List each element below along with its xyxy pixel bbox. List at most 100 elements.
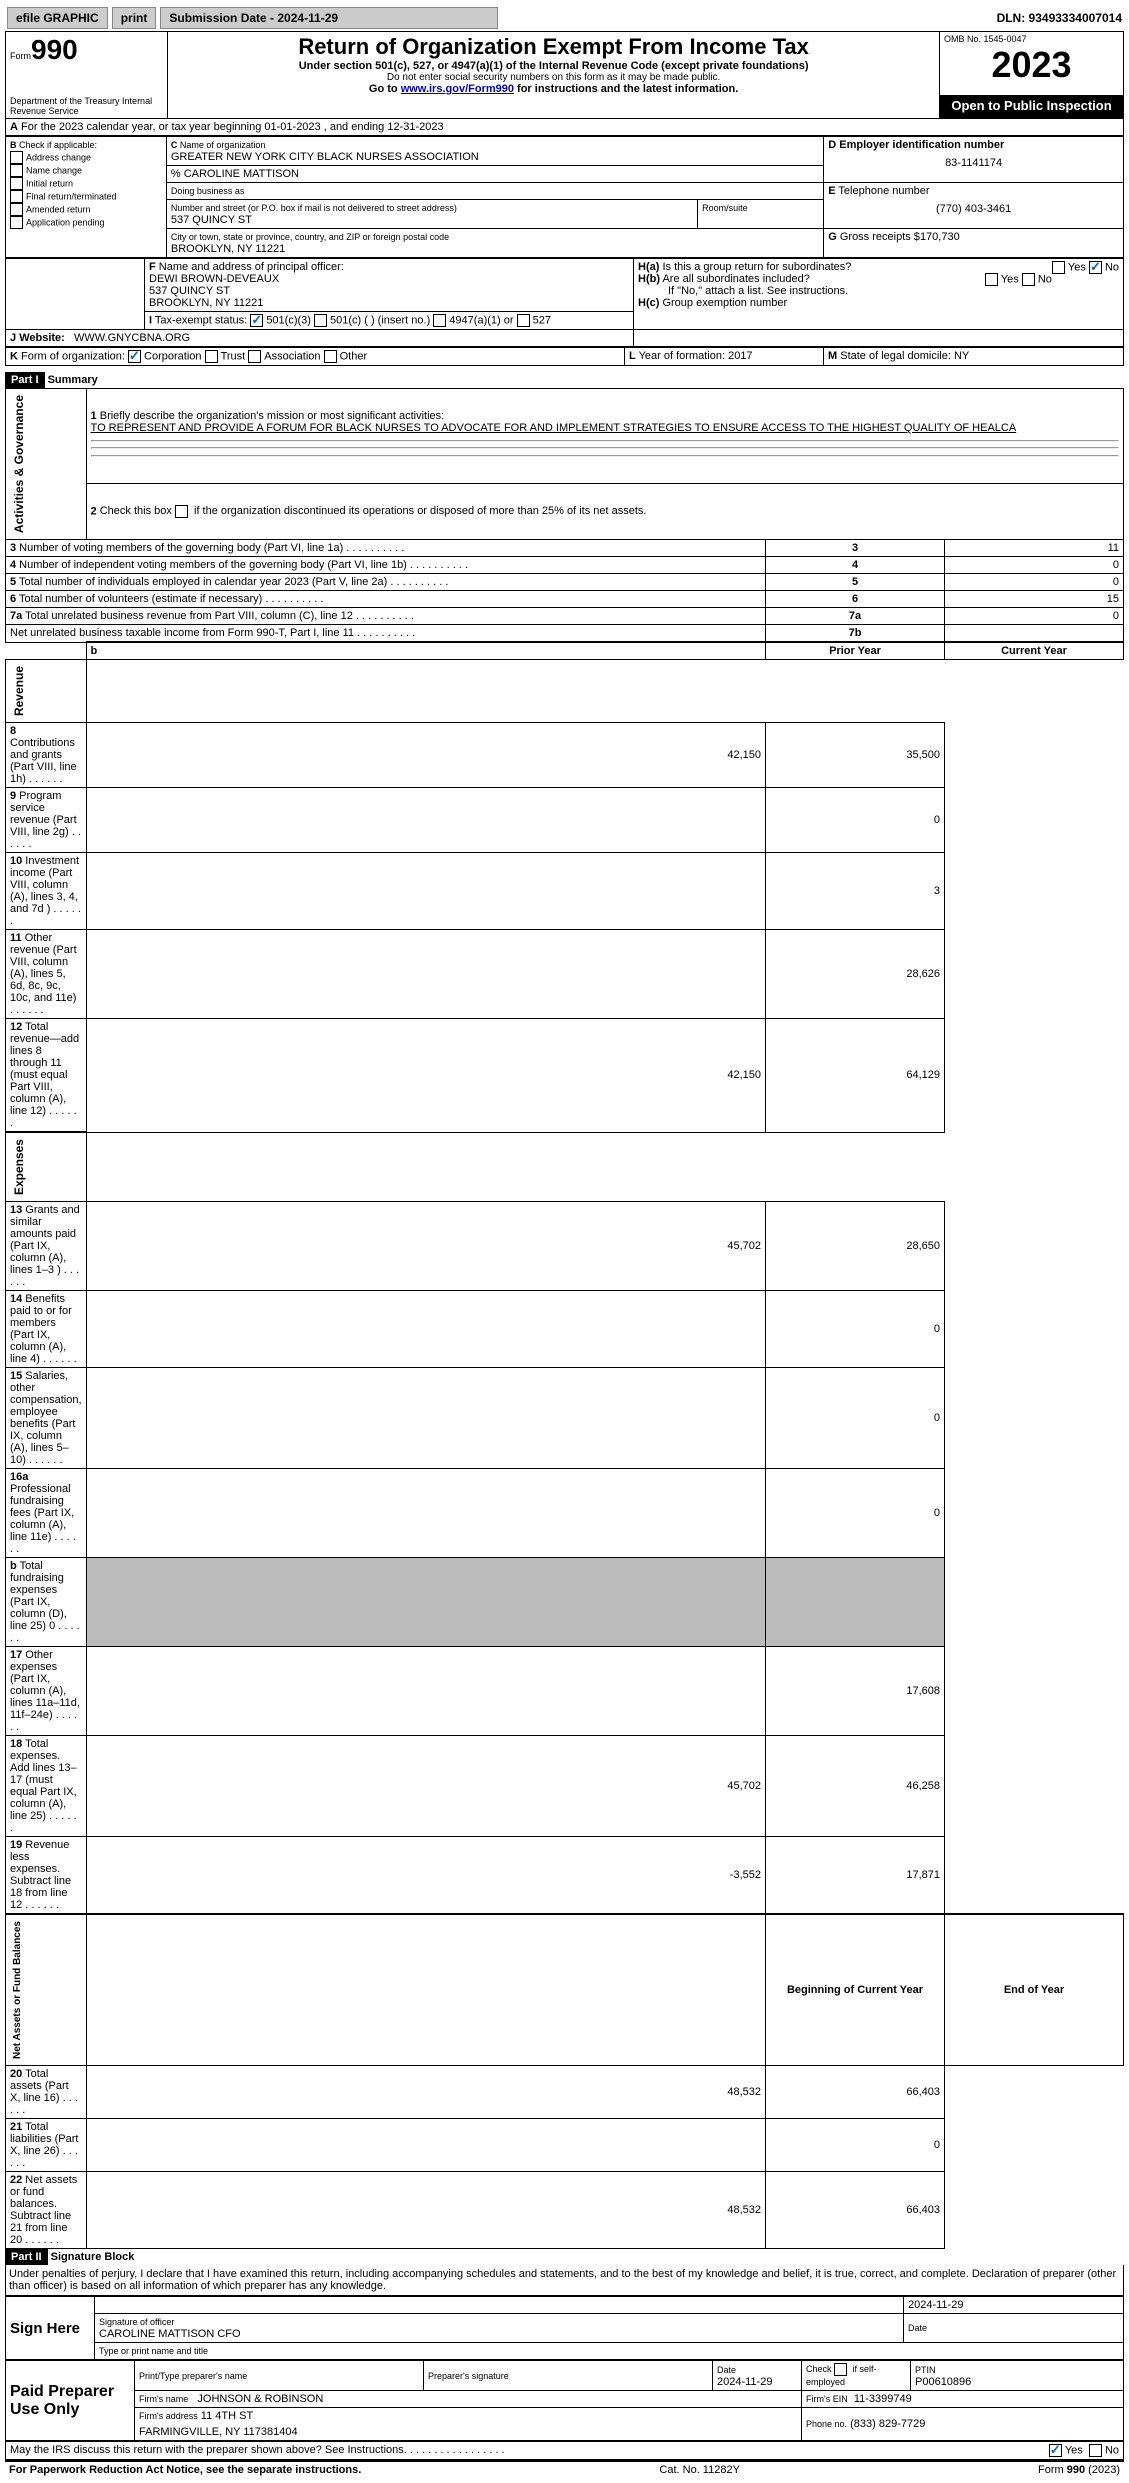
section-f-h: F Name and address of principal officer:… xyxy=(5,258,1124,347)
firm-addr2: FARMINGVILLE, NY 117381404 xyxy=(139,2426,298,2438)
col-beg: Beginning of Current Year xyxy=(766,1914,945,2066)
cb-trust[interactable] xyxy=(205,350,218,363)
sign-date: 2024-11-29 xyxy=(904,2297,1124,2314)
cb-ha-yes[interactable] xyxy=(1052,261,1065,274)
section-b-g: B Check if applicable: Address change Na… xyxy=(5,136,1124,258)
side-ag: Activities & Governance xyxy=(10,391,28,537)
form-footer: Form 990 (2023) xyxy=(1038,2464,1120,2476)
header-table: Form990 Department of the Treasury Inter… xyxy=(5,31,1124,119)
header-sub2: Do not enter social security numbers on … xyxy=(172,72,935,83)
pra-notice: For Paperwork Reduction Act Notice, see … xyxy=(9,2464,361,2476)
cb-ha-no[interactable] xyxy=(1089,261,1102,274)
cb-501c[interactable] xyxy=(314,314,327,327)
side-exp: Expenses xyxy=(10,1135,28,1199)
year-formation: 2017 xyxy=(728,350,752,362)
side-rev: Revenue xyxy=(10,662,28,720)
cb-final-return[interactable] xyxy=(10,190,23,203)
cb-discuss-no[interactable] xyxy=(1089,2444,1102,2457)
print-button[interactable]: print xyxy=(112,7,157,29)
part2-header: Part II xyxy=(5,2249,48,2265)
j-label: Website: xyxy=(19,332,65,344)
omb: OMB No. 1545-0047 xyxy=(944,34,1119,44)
cb-4947[interactable] xyxy=(433,314,446,327)
ha-label: Is this a group return for subordinates? xyxy=(662,261,851,273)
g-label: Gross receipts $ xyxy=(840,231,920,243)
state-domicile: NY xyxy=(954,350,969,362)
cb-hb-yes[interactable] xyxy=(985,273,998,286)
section-k-m: K Form of organization: Corporation Trus… xyxy=(5,347,1124,366)
efile-label: efile GRAPHIC xyxy=(7,7,108,29)
firm-name: JOHNSON & ROBINSON xyxy=(197,2393,323,2405)
i-label: Tax-exempt status: xyxy=(155,314,247,326)
ein-label: Firm's EIN xyxy=(806,2394,848,2404)
hb-label: Are all subordinates included? xyxy=(662,273,809,285)
cb-association[interactable] xyxy=(248,350,261,363)
c-label: Name of organization xyxy=(180,140,266,150)
part1-header: Part I xyxy=(5,372,45,388)
cb-other[interactable] xyxy=(324,350,337,363)
part2-title: Signature Block xyxy=(51,2251,135,2263)
room-label: Room/suite xyxy=(702,203,748,213)
hc-label: Group exemption number xyxy=(662,297,787,309)
telephone: (770) 403-3461 xyxy=(828,197,1119,215)
irs-link[interactable]: www.irs.gov/Form990 xyxy=(401,83,514,95)
ptin: P00610896 xyxy=(915,2376,971,2388)
firm-ein: 11-3399749 xyxy=(854,2393,912,2405)
cb-address-change[interactable] xyxy=(10,151,23,164)
paid-preparer-table: Paid Preparer Use Only Print/Type prepar… xyxy=(5,2360,1124,2441)
m-label: State of legal domicile: xyxy=(840,350,951,362)
title-label: Type or print name and title xyxy=(99,2346,208,2356)
cb-hb-no[interactable] xyxy=(1022,273,1035,286)
sign-here-table: Sign Here 2024-11-29 Signature of office… xyxy=(5,2296,1124,2360)
check-self-employed: Check if self-employed xyxy=(806,2364,877,2387)
dln: DLN: 93493334007014 xyxy=(997,11,1122,25)
officer-street: 537 QUINCY ST xyxy=(149,285,230,297)
officer-name: DEWI BROWN-DEVEAUX xyxy=(149,273,279,285)
cb-501c3[interactable] xyxy=(250,314,263,327)
cb-amended-return[interactable] xyxy=(10,203,23,216)
part1-table: Activities & Governance 1 Briefly descri… xyxy=(5,388,1124,2249)
l-label: Year of formation: xyxy=(639,350,725,362)
street-label: Number and street (or P.O. box if mail i… xyxy=(171,203,457,213)
side-na: Net Assets or Fund Balances xyxy=(10,1917,25,2063)
part1-title: Summary xyxy=(48,374,98,386)
officer-city: BROOKLYN, NY 11221 xyxy=(149,297,263,309)
open-inspection: Open to Public Inspection xyxy=(940,96,1124,119)
website: WWW.GNYCBNA.ORG xyxy=(74,332,190,344)
form-label: Form xyxy=(10,51,31,61)
firm-addr: 11 4TH ST xyxy=(201,2410,253,2422)
mission: TO REPRESENT AND PROVIDE A FORUM FOR BLA… xyxy=(91,422,1017,434)
sig-label: Signature of officer xyxy=(99,2317,174,2327)
cb-initial-return[interactable] xyxy=(10,177,23,190)
city-label: City or town, state or province, country… xyxy=(171,232,449,242)
cb-application-pending[interactable] xyxy=(10,216,23,229)
firm-phone: (833) 829-7729 xyxy=(850,2418,925,2430)
tax-year: 2023 xyxy=(944,44,1119,86)
submission-date: Submission Date - 2024-11-29 xyxy=(160,7,498,29)
k-label: Form of organization: xyxy=(21,350,125,362)
cb-name-change[interactable] xyxy=(10,164,23,177)
header-sub3: Go to www.irs.gov/Form990 for instructio… xyxy=(172,83,935,95)
gross-receipts: 170,730 xyxy=(920,231,960,243)
cb-527[interactable] xyxy=(517,314,530,327)
phone-label: Phone no. xyxy=(806,2419,847,2429)
dept: Department of the Treasury Internal Reve… xyxy=(10,96,163,116)
sign-here: Sign Here xyxy=(6,2297,95,2360)
officer-sig-name: CAROLINE MATTISON CFO xyxy=(99,2328,241,2340)
header-sub1: Under section 501(c), 527, or 4947(a)(1)… xyxy=(172,60,935,72)
declaration: Under penalties of perjury, I declare th… xyxy=(5,2265,1124,2296)
cb-self-employed[interactable] xyxy=(834,2363,847,2376)
org-name: GREATER NEW YORK CITY BLACK NURSES ASSOC… xyxy=(171,151,479,163)
cb-corporation[interactable] xyxy=(128,350,141,363)
pn-label: Print/Type preparer's name xyxy=(139,2371,247,2381)
date-label: Date xyxy=(908,2323,927,2333)
paid-preparer: Paid Preparer Use Only xyxy=(6,2361,135,2441)
col-end: End of Year xyxy=(945,1914,1124,2066)
city: BROOKLYN, NY 11221 xyxy=(171,243,285,255)
cb-discontinued[interactable] xyxy=(175,505,188,518)
f-label: Name and address of principal officer: xyxy=(159,261,344,273)
addr-label: Firm's address xyxy=(139,2411,198,2421)
cb-discuss-yes[interactable] xyxy=(1049,2444,1062,2457)
cat-no: Cat. No. 11282Y xyxy=(659,2464,740,2476)
street: 537 QUINCY ST xyxy=(171,214,252,226)
